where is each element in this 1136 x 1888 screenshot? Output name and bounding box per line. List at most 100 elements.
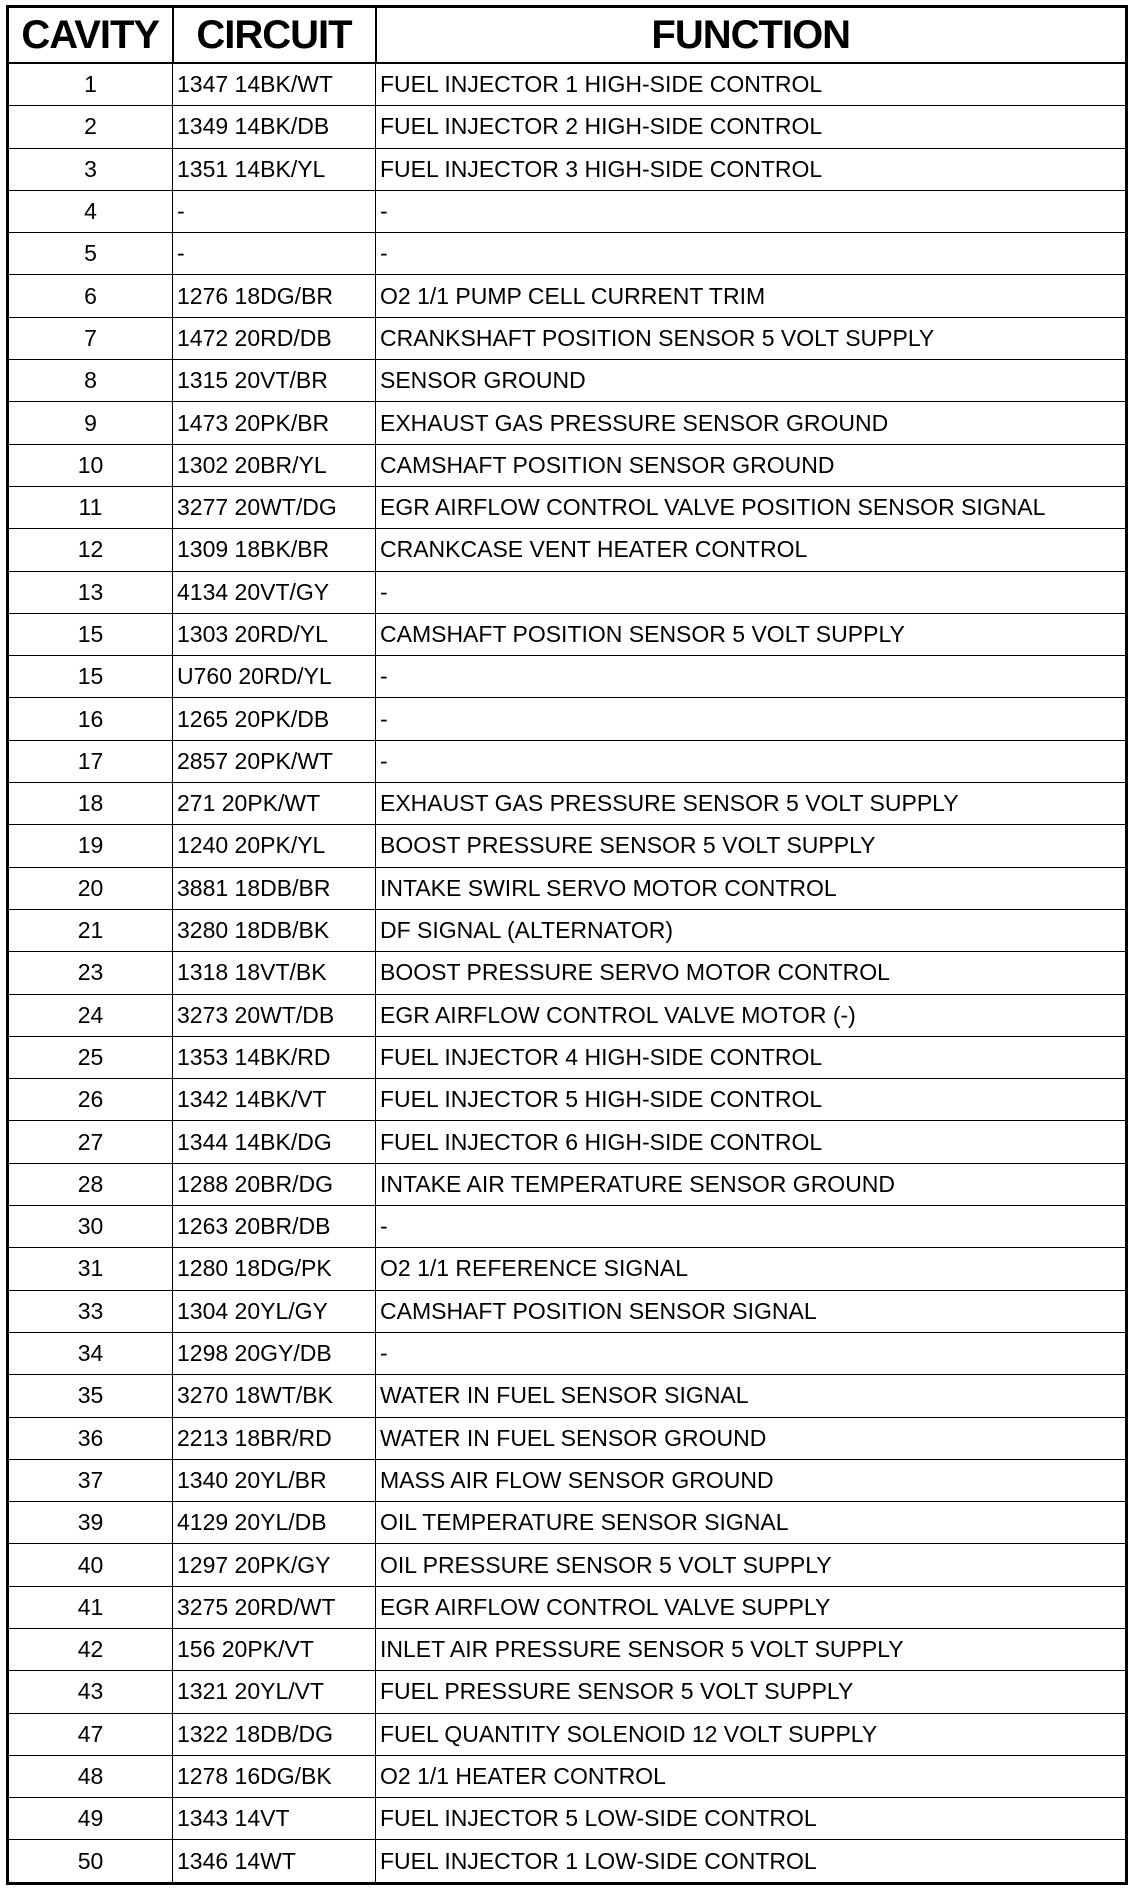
circuit-cell: 1265 20PK/DB — [172, 697, 376, 741]
function-cell: O2 1/1 PUMP CELL CURRENT TRIM — [375, 274, 1127, 318]
circuit-cell: 271 20PK/WT — [172, 782, 376, 826]
table-row: 3 1351 14BK/YL FUEL INJECTOR 3 HIGH-SIDE C… — [7, 147, 1127, 191]
function-cell: EXHAUST GAS PRESSURE SENSOR GROUND — [375, 401, 1127, 445]
function-cell: EXHAUST GAS PRESSURE SENSOR 5 VOLT SUPPL… — [375, 782, 1127, 826]
circuit-cell: 1318 18VT/BK — [172, 951, 376, 995]
circuit-cell: 3881 18DB/BR — [172, 866, 376, 910]
function-cell: EGR AIRFLOW CONTROL VALVE SUPPLY — [375, 1585, 1127, 1629]
table-row: 15 1303 20RD/YL CAMSHAFT POSITION SENSOR 5… — [7, 612, 1127, 657]
circuit-cell: 1346 14WT — [172, 1839, 376, 1884]
circuit-cell: 1240 20PK/YL — [172, 824, 376, 868]
cavity-cell: 13 — [7, 570, 173, 614]
cavity-cell: 27 — [7, 1120, 173, 1164]
table-row: 23 1318 18VT/BK BOOST PRESSURE SERVO MOTOR… — [7, 951, 1127, 995]
circuit-cell: 2857 20PK/WT — [172, 739, 376, 784]
cavity-cell: 12 — [7, 528, 173, 572]
cavity-cell: 20 — [7, 866, 173, 910]
function-cell: SENSOR GROUND — [375, 359, 1127, 403]
function-cell: - — [375, 189, 1127, 234]
header-circuit: CIRCUIT — [171, 5, 377, 64]
cavity-cell: 1 — [7, 62, 173, 107]
function-cell: - — [375, 655, 1127, 699]
table-row: 50 1346 14WT FUEL INJECTOR 1 LOW-SIDE CONT… — [7, 1839, 1127, 1884]
table-row: 26 1342 14BK/VT FUEL INJECTOR 5 HIGH-SIDE … — [7, 1078, 1127, 1122]
function-cell: WATER IN FUEL SENSOR SIGNAL — [375, 1374, 1127, 1418]
table-row: 31 1280 18DG/PK O2 1/1 REFERENCE SIGNAL — [7, 1247, 1127, 1291]
table-row: 8 1315 20VT/BR SENSOR GROUND — [7, 359, 1127, 403]
table-row: 19 1240 20PK/YL BOOST PRESSURE SENSOR 5 VO… — [7, 824, 1127, 868]
circuit-cell: 1298 20GY/DB — [172, 1331, 376, 1376]
cavity-cell: 2 — [7, 105, 173, 149]
function-cell: - — [375, 739, 1127, 784]
function-cell: FUEL INJECTOR 3 HIGH-SIDE CONTROL — [375, 147, 1127, 191]
function-cell: - — [375, 1205, 1127, 1249]
cavity-cell: 34 — [7, 1331, 173, 1376]
cavity-cell: 15 — [7, 612, 173, 657]
cavity-cell: 7 — [7, 316, 173, 361]
circuit-cell: 1351 14BK/YL — [172, 147, 376, 191]
table-row: 37 1340 20YL/BR MASS AIR FLOW SENSOR GROUN… — [7, 1458, 1127, 1503]
table-row: 4-- — [7, 189, 1127, 234]
table-row: 2 1349 14BK/DB FUEL INJECTOR 2 HIGH-SIDE C… — [7, 105, 1127, 149]
cavity-cell: 3 — [7, 147, 173, 191]
circuit-cell: 1349 14BK/DB — [172, 105, 376, 149]
function-cell: FUEL QUANTITY SOLENOID 12 VOLT SUPPLY — [375, 1712, 1127, 1756]
table-row: 7 1472 20RD/DB CRANKSHAFT POSITION SENSOR … — [7, 316, 1127, 361]
table-row: 49 1343 14VT FUEL INJECTOR 5 LOW-SIDE CONT… — [7, 1797, 1127, 1841]
cavity-cell: 36 — [7, 1416, 173, 1460]
circuit-cell: 1347 14BK/WT — [172, 62, 376, 107]
function-cell: INLET AIR PRESSURE SENSOR 5 VOLT SUPPLY — [375, 1627, 1127, 1672]
circuit-cell: 4134 20VT/GY — [172, 570, 376, 614]
cavity-cell: 16 — [7, 697, 173, 741]
function-cell: CAMSHAFT POSITION SENSOR GROUND — [375, 443, 1127, 487]
cavity-cell: 17 — [7, 739, 173, 784]
table-row: 13 4134 20VT/GY - — [7, 570, 1127, 614]
table-row: 40 1297 20PK/GY OIL PRESSURE SENSOR 5 VOLT… — [7, 1543, 1127, 1587]
circuit-cell: U760 20RD/YL — [172, 655, 376, 699]
table-body: 1 1347 14BK/WT FUEL INJECTOR 1 HIGH-SIDE C… — [7, 62, 1127, 1884]
function-cell: FUEL PRESSURE SENSOR 5 VOLT SUPPLY — [375, 1670, 1127, 1714]
circuit-cell: 1343 14VT — [172, 1797, 376, 1841]
function-cell: INTAKE AIR TEMPERATURE SENSOR GROUND — [375, 1162, 1127, 1207]
table-row: 30 1263 20BR/DB - — [7, 1205, 1127, 1249]
table-row: 1 1347 14BK/WT FUEL INJECTOR 1 HIGH-SIDE C… — [7, 62, 1127, 107]
function-cell: BOOST PRESSURE SERVO MOTOR CONTROL — [375, 951, 1127, 995]
cavity-cell: 11 — [7, 485, 173, 530]
function-cell: FUEL INJECTOR 4 HIGH-SIDE CONTROL — [375, 1035, 1127, 1080]
circuit-cell: 1342 14BK/VT — [172, 1078, 376, 1122]
table-row: 11 3277 20WT/DG EGR AIRFLOW CONTROL VALVE … — [7, 485, 1127, 530]
cavity-cell: 30 — [7, 1205, 173, 1249]
circuit-cell: 1280 18DG/PK — [172, 1247, 376, 1291]
cavity-cell: 25 — [7, 1035, 173, 1080]
circuit-cell: 3273 20WT/DB — [172, 993, 376, 1037]
cavity-cell: 4 — [7, 189, 173, 234]
table-row: 47 1322 18DB/DG FUEL QUANTITY SOLENOID 12 … — [7, 1712, 1127, 1756]
cavity-cell: 8 — [7, 359, 173, 403]
table-row: 35 3270 18WT/BK WATER IN FUEL SENSOR SIGNA… — [7, 1374, 1127, 1418]
header-row: CAVITY CIRCUIT FUNCTION — [6, 5, 1128, 64]
table-row: 28 1288 20BR/DG INTAKE AIR TEMPERATURE SEN… — [7, 1162, 1127, 1207]
function-cell: BOOST PRESSURE SENSOR 5 VOLT SUPPLY — [375, 824, 1127, 868]
circuit-cell: 1473 20PK/BR — [172, 401, 376, 445]
cavity-cell: 31 — [7, 1247, 173, 1291]
table-row: 9 1473 20PK/BR EXHAUST GAS PRESSURE SENSOR… — [7, 401, 1127, 445]
cavity-cell: 35 — [7, 1374, 173, 1418]
cavity-cell: 6 — [7, 274, 173, 318]
cavity-cell: 21 — [7, 908, 173, 953]
table-row: 42 156 20PK/VT INLET AIR PRESSURE SENSOR 5… — [7, 1627, 1127, 1672]
function-cell: - — [375, 570, 1127, 614]
table-row: 24 3273 20WT/DB EGR AIRFLOW CONTROL VALVE … — [7, 993, 1127, 1037]
cavity-cell: 42 — [7, 1627, 173, 1672]
function-cell: CAMSHAFT POSITION SENSOR SIGNAL — [375, 1289, 1127, 1333]
cavity-cell: 28 — [7, 1162, 173, 1207]
circuit-cell: - — [172, 189, 376, 234]
circuit-cell: 1321 20YL/VT — [172, 1670, 376, 1714]
table-row: 34 1298 20GY/DB - — [7, 1331, 1127, 1376]
function-cell: FUEL INJECTOR 6 HIGH-SIDE CONTROL — [375, 1120, 1127, 1164]
table-row: 41 3275 20RD/WT EGR AIRFLOW CONTROL VALVE … — [7, 1585, 1127, 1629]
circuit-cell: 1340 20YL/BR — [172, 1458, 376, 1503]
cavity-cell: 47 — [7, 1712, 173, 1756]
function-cell: FUEL INJECTOR 1 HIGH-SIDE CONTROL — [375, 62, 1127, 107]
table-row: 48 1278 16DG/BK O2 1/1 HEATER CONTROL — [7, 1754, 1127, 1799]
function-cell: OIL PRESSURE SENSOR 5 VOLT SUPPLY — [375, 1543, 1127, 1587]
